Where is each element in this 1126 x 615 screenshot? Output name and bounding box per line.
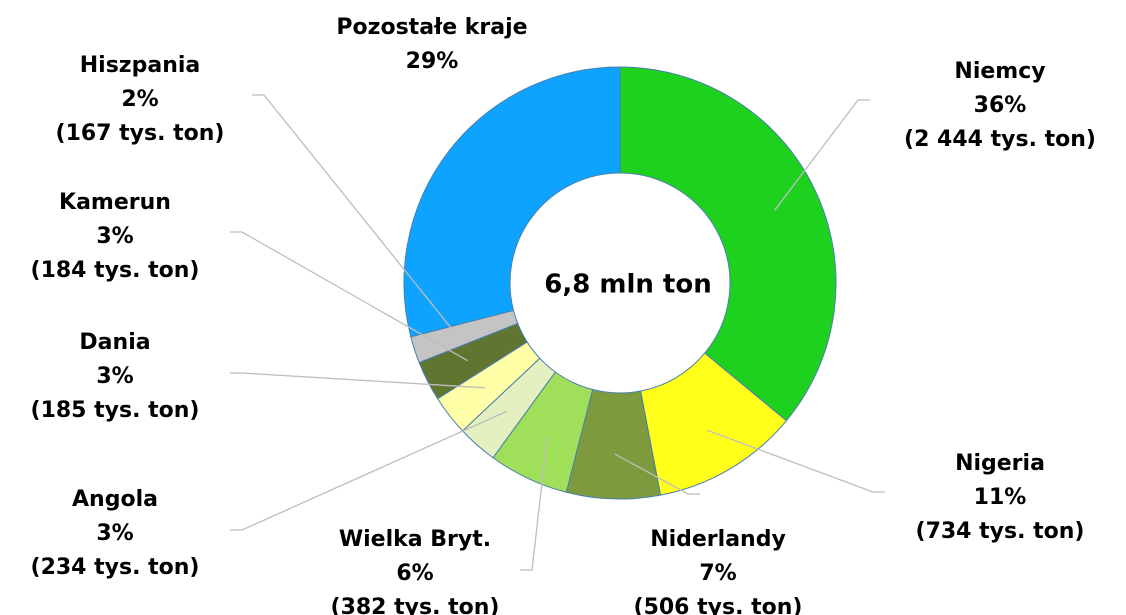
leader-line — [706, 429, 885, 493]
category-label: Kamerun — [59, 190, 171, 215]
detail-label: (234 tys. ton) — [31, 555, 200, 580]
donut — [403, 66, 837, 500]
leaders — [230, 94, 885, 571]
center-label: 6,8 mln ton — [544, 270, 711, 300]
value-label: 11% — [974, 485, 1027, 510]
value-label: 3% — [96, 364, 133, 389]
slice — [619, 66, 837, 422]
detail-label: (382 tys. ton) — [331, 595, 500, 615]
leader-line — [614, 453, 700, 495]
category-label: Wielka Bryt. — [339, 527, 491, 552]
value-label: 3% — [96, 521, 133, 546]
value-label: 36% — [974, 93, 1027, 118]
category-label: Dania — [79, 330, 150, 355]
detail-label: (185 tys. ton) — [31, 398, 200, 423]
detail-label: (184 tys. ton) — [31, 258, 200, 283]
leader-line — [230, 410, 508, 531]
leader-line — [230, 231, 468, 362]
value-label: 29% — [406, 49, 459, 74]
category-label: Nigeria — [955, 451, 1045, 476]
category-label: Niderlandy — [650, 527, 786, 552]
detail-label: (506 tys. ton) — [634, 595, 803, 615]
slice — [403, 66, 621, 338]
value-label: 6% — [396, 561, 433, 586]
category-label: Angola — [72, 487, 158, 512]
value-label: 7% — [699, 561, 736, 586]
leader-line — [230, 372, 485, 389]
detail-label: (2 444 tys. ton) — [904, 127, 1096, 152]
leader-line — [252, 94, 458, 337]
category-label: Hiszpania — [80, 53, 201, 78]
leader-line — [774, 99, 870, 211]
value-label: 3% — [96, 224, 133, 249]
category-label: Niemcy — [954, 59, 1045, 84]
category-label: Pozostałe kraje — [336, 15, 527, 40]
detail-label: (734 tys. ton) — [916, 519, 1085, 544]
detail-label: (167 tys. ton) — [56, 121, 225, 146]
leader-line — [520, 437, 548, 571]
value-label: 2% — [121, 87, 158, 112]
